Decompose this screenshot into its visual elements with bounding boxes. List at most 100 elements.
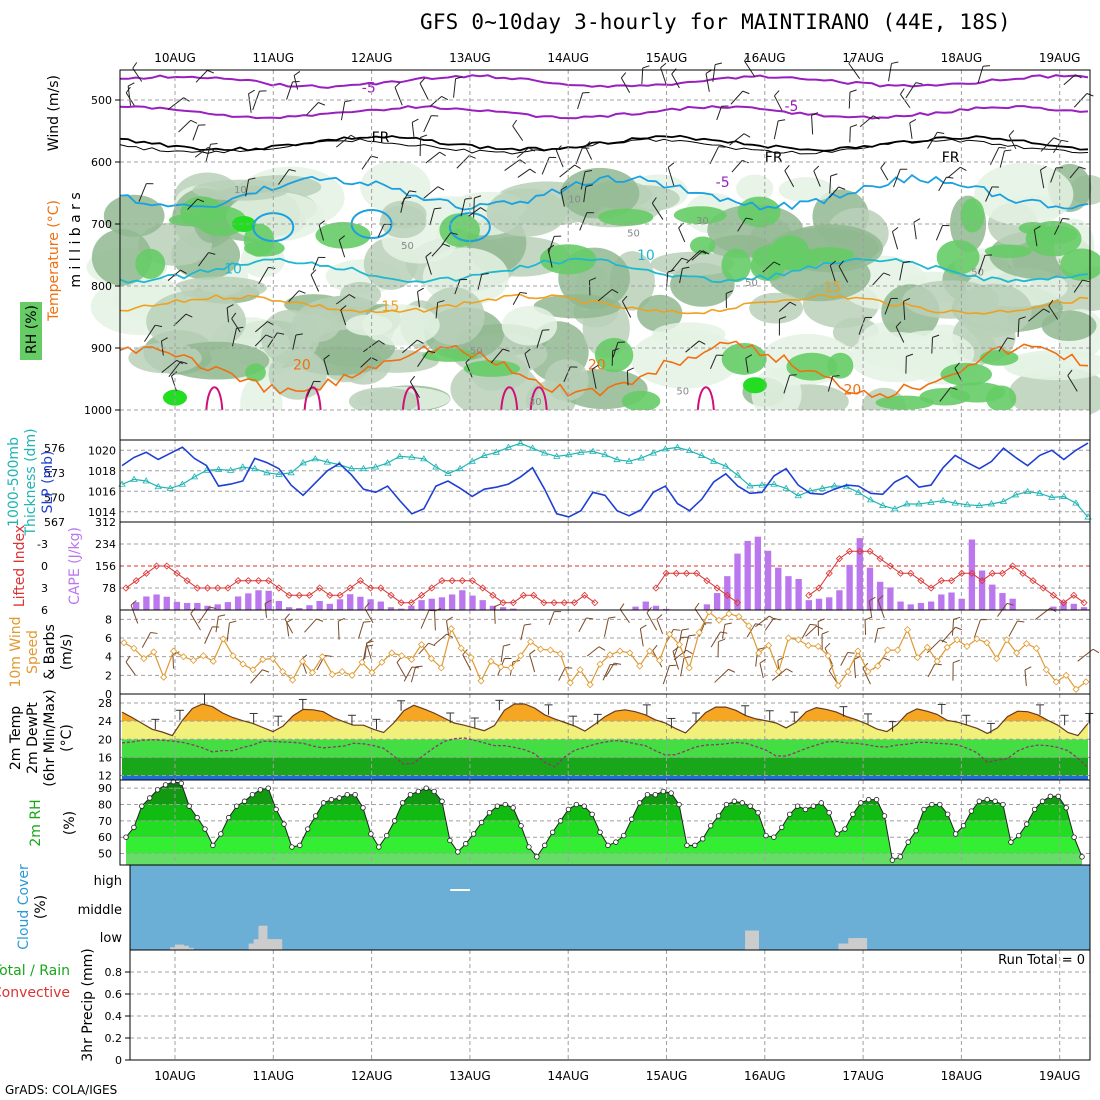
wind-barb <box>284 618 294 634</box>
thickness-point <box>673 443 682 450</box>
wind-barb <box>180 361 188 365</box>
wind-barb <box>683 635 690 654</box>
rh-shade <box>128 342 202 374</box>
wind-barb <box>660 67 668 87</box>
low-cloud-bar <box>745 930 755 950</box>
cape-bar <box>367 599 374 610</box>
wind-barb <box>473 197 475 218</box>
wind-barb <box>377 224 385 238</box>
rh-point <box>842 826 848 832</box>
wind-speed-point <box>1052 678 1060 686</box>
wind-speed-point <box>616 647 624 655</box>
wind-barb <box>286 622 290 637</box>
cape-bar <box>764 550 772 610</box>
wind-barb <box>558 667 566 681</box>
wind-speed-point <box>447 625 455 633</box>
wind-barb <box>1040 137 1055 152</box>
wind-barb <box>437 186 445 191</box>
wind-barb <box>941 626 956 643</box>
wind-barb <box>1082 279 1090 283</box>
wind-barb <box>167 269 181 281</box>
thickness-point <box>577 448 585 455</box>
rh-point <box>336 795 343 801</box>
wind-barb <box>254 334 267 347</box>
cape-bar <box>408 605 415 610</box>
precip-panel: 0.8 0.6 0.4 0.2 0 Run Total = 0 Total / Rain Co… <box>0 948 1091 1067</box>
wind-barb <box>245 179 250 197</box>
wind-barb <box>620 72 627 79</box>
rh-shade-high <box>621 390 661 412</box>
rh-point <box>905 839 911 845</box>
wind-barb <box>891 61 899 64</box>
lifted-index-point <box>682 569 691 577</box>
wind-barb <box>252 90 260 111</box>
lifted-index-point <box>1070 591 1078 599</box>
wind-barb <box>828 664 834 672</box>
cape-axis-label: CAPE (J/kg) <box>67 527 83 605</box>
wind-barb <box>927 663 936 678</box>
wind-speed-point <box>745 622 753 630</box>
low-cloud-bar <box>263 939 273 950</box>
contour-label: 30 <box>696 216 709 227</box>
wind-barb <box>903 260 911 264</box>
rh-point <box>960 823 967 829</box>
wind-speed-point <box>527 638 535 646</box>
wind-barb <box>1075 74 1082 79</box>
thickness-point <box>782 484 790 491</box>
temp-band <box>122 739 1088 758</box>
wind-barb <box>1039 169 1045 189</box>
rh-point <box>731 798 738 804</box>
thickness-point <box>383 459 392 466</box>
wind-barb <box>691 250 704 261</box>
cape-bar <box>336 599 344 610</box>
rh-band <box>126 820 1082 838</box>
slp-tick-label: 1014 <box>88 506 116 519</box>
wind-barb <box>295 333 303 336</box>
wind-speed-point <box>953 636 961 644</box>
wind-barb <box>454 279 461 295</box>
rh-point <box>218 831 224 837</box>
wind-barb <box>560 185 568 191</box>
wind-speed-point <box>973 635 981 643</box>
wind-barb <box>686 250 701 264</box>
wind-barb <box>829 176 832 194</box>
cloud-axis-label: Cloud Cover <box>16 864 32 950</box>
wind-barb <box>1078 166 1086 170</box>
rh-point <box>1016 832 1022 839</box>
lifted-index-point <box>448 577 456 585</box>
wind-barb <box>441 95 449 101</box>
rh-point <box>1008 839 1014 845</box>
wind-speed-point <box>427 654 436 663</box>
wind-barb <box>672 646 679 652</box>
rh-point <box>565 806 572 813</box>
run-total-label: Run Total = 0 <box>998 953 1085 968</box>
rh-tick-label: 60 <box>98 831 112 844</box>
wind-barb <box>830 173 838 177</box>
rh-panel: 90 80 70 60 50 2m RH (%) <box>28 778 1091 866</box>
wind-barb <box>849 89 857 93</box>
wind-barb <box>950 387 958 391</box>
wind-barb <box>880 167 889 181</box>
wind-barb <box>144 324 156 342</box>
rh-shade <box>345 314 393 336</box>
y-tick-label: 500 <box>91 94 112 107</box>
rh-point <box>707 823 714 829</box>
wind-speed-point <box>983 639 991 647</box>
wind-barb <box>1067 369 1073 376</box>
thickness-point <box>927 498 935 505</box>
thickness-point <box>263 469 271 476</box>
rh-point <box>1071 834 1077 840</box>
wind-barb <box>998 337 1008 352</box>
cape-bar <box>1050 606 1057 610</box>
wind-barb <box>744 60 756 78</box>
cape-bar <box>510 608 517 610</box>
isotherm-freezing-2 <box>119 138 1089 155</box>
rh-shade-max <box>742 377 767 394</box>
wind-barb <box>250 669 263 684</box>
wind-barb <box>344 99 352 103</box>
rh-point <box>636 800 643 806</box>
rh-point <box>154 787 161 793</box>
wind-barb <box>1048 299 1054 307</box>
rh-point <box>763 832 769 839</box>
wind-barb <box>127 82 135 87</box>
